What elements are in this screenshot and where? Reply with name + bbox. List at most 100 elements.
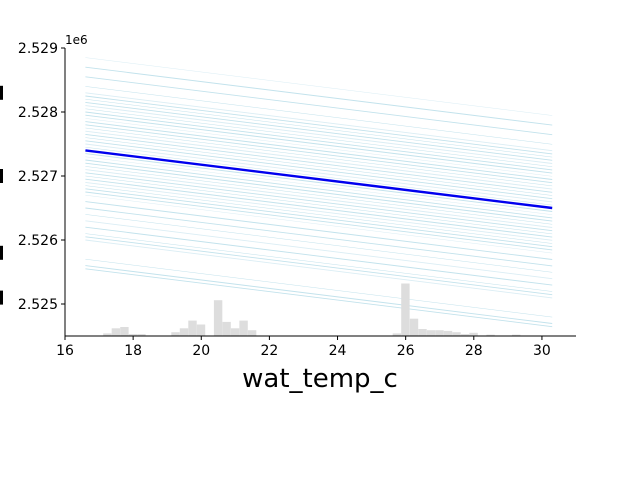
ice-line (85, 172, 553, 232)
histogram-bar (213, 300, 223, 336)
x-tick-label: 24 (329, 343, 347, 359)
x-axis-label: wat_temp_c (242, 364, 398, 394)
x-tick-label: 22 (260, 343, 278, 359)
ice-line (85, 239, 553, 299)
histogram-bar (120, 327, 129, 336)
histogram-bar (409, 318, 419, 336)
average-line-group (85, 149, 553, 210)
ice-line (85, 114, 553, 174)
histogram-bar (452, 332, 461, 336)
ice-line (85, 191, 553, 251)
ice-line (85, 121, 553, 180)
ice-line (85, 140, 553, 200)
ice-line (85, 86, 553, 145)
ice-line (85, 236, 553, 296)
ice-line (85, 258, 553, 318)
y-ticks: 2.525 2.526 2.527 2.528 2.529 (18, 41, 65, 313)
ice-line (85, 57, 553, 116)
ice-line (85, 137, 553, 196)
histogram-bar (230, 328, 240, 336)
edge-mark (0, 245, 3, 260)
x-tick-label: 26 (397, 343, 415, 359)
ice-line (85, 66, 553, 126)
ice-line (85, 207, 553, 267)
ice-line (85, 226, 553, 286)
edge-mark (0, 85, 3, 100)
histogram-bar (128, 334, 138, 336)
histogram-bar (426, 330, 436, 336)
ice-line (85, 166, 553, 225)
histogram-bar (179, 328, 189, 336)
histogram-bar (137, 334, 146, 336)
y-tick-label: 2.529 (18, 41, 58, 57)
histogram-bar (188, 320, 197, 336)
y-tick-label: 2.526 (18, 233, 58, 249)
histogram-bar (435, 330, 444, 336)
y-tick-label: 2.527 (18, 169, 58, 185)
x-tick-label: 18 (124, 343, 142, 359)
histogram (103, 283, 521, 336)
ice-line (85, 175, 553, 235)
ice-line (85, 265, 553, 324)
x-tick-label: 16 (56, 343, 74, 359)
ice-line (85, 124, 553, 184)
ice-line (85, 185, 553, 244)
axes (64, 48, 576, 337)
y-offset-label: 1e6 (65, 33, 88, 47)
histogram-bar (418, 329, 427, 336)
x-tick-label: 20 (192, 343, 210, 359)
y-tick-label: 2.528 (18, 105, 58, 121)
ice-line (85, 220, 553, 280)
ice-line (85, 214, 553, 273)
x-tick-label: 30 (533, 343, 551, 359)
ice-line (85, 156, 553, 215)
ice-line (85, 118, 553, 177)
ice-line (85, 130, 553, 190)
histogram-bar (196, 324, 206, 336)
histogram-bar (469, 332, 478, 336)
ice-line (85, 188, 553, 248)
histogram-bar (443, 330, 453, 336)
ice-line (85, 105, 553, 164)
ice-line (85, 178, 553, 238)
histogram-bar (486, 334, 495, 336)
ice-line (85, 143, 553, 203)
ice-lines (85, 57, 553, 328)
ice-line (85, 95, 553, 155)
histogram-bar (239, 320, 248, 336)
ice-line (85, 98, 553, 158)
ice-line (85, 111, 553, 171)
average-line (85, 149, 553, 210)
ice-line (85, 92, 553, 152)
histogram-bar (512, 334, 521, 336)
ice-line (85, 169, 553, 228)
ice-line (85, 162, 553, 222)
y-tick-label: 2.525 (18, 297, 58, 313)
histogram-bar (392, 333, 402, 336)
ice-line (85, 153, 553, 212)
left-edge-marks (0, 85, 3, 305)
ice-line (85, 101, 553, 161)
ice-line (85, 108, 553, 167)
ice-line (85, 268, 553, 328)
ice-line (85, 181, 553, 241)
histogram-bar (103, 333, 112, 336)
edge-mark (0, 290, 3, 305)
ice-line (85, 201, 553, 260)
x-tick-label: 28 (465, 343, 483, 359)
edge-mark (0, 169, 3, 183)
x-ticks: 16 18 20 22 24 26 28 30 (56, 336, 551, 359)
histogram-bar (111, 328, 121, 336)
histogram-bar (401, 283, 410, 336)
histogram-bar (460, 334, 470, 336)
ice-line (85, 146, 553, 206)
ice-line (85, 76, 553, 136)
ice-line (85, 159, 553, 219)
histogram-bar (222, 321, 231, 336)
ice-line (85, 233, 553, 292)
ice-line (85, 133, 553, 193)
histogram-bar (171, 332, 180, 336)
ice-line (85, 127, 553, 187)
ice-line (85, 194, 553, 254)
